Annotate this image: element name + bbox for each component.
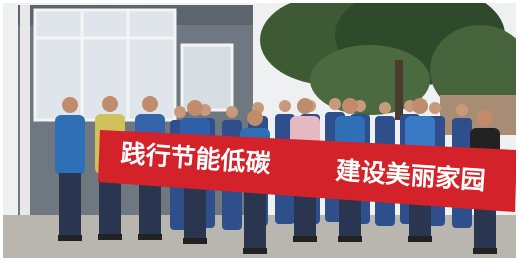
person-part [329,98,341,110]
person-part [477,110,493,126]
person-part [187,100,203,116]
person-part [293,236,317,242]
person-part [456,104,468,116]
person-part [59,173,81,238]
person-part [102,96,118,112]
person-part [342,98,358,114]
person-part [98,234,122,240]
page: {"banner": {"text": ["践行节能低碳", "建设美丽家园"]… [0,0,519,261]
person-part [58,235,82,241]
person-part [226,106,238,118]
photo: 践行节能低碳 建设美丽家园 [0,0,519,261]
person-part [429,102,441,114]
person-part [408,236,432,242]
person-part [412,98,428,114]
person-part [379,102,391,114]
person-part [473,248,497,254]
person-part [279,100,291,112]
person-part [183,238,207,244]
person-part [338,236,362,242]
person-part [62,97,78,113]
person-part [174,106,186,118]
person-part [55,115,85,175]
person-part [244,186,266,251]
person-part [142,96,158,112]
person-part [247,110,263,126]
person-part [297,98,313,114]
person-part [138,234,162,240]
person-part [243,248,267,254]
